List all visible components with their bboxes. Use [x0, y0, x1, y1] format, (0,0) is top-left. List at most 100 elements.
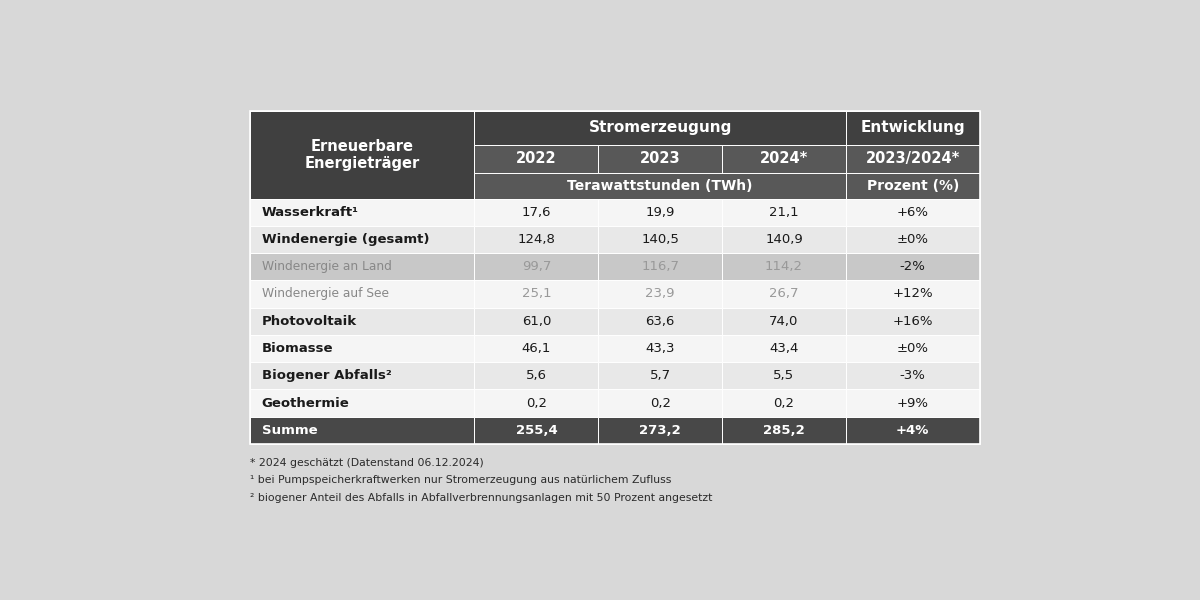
Text: ² biogener Anteil des Abfalls in Abfallverbrennungsanlagen mit 50 Prozent angese: ² biogener Anteil des Abfalls in Abfallv… — [251, 493, 713, 503]
Bar — [599, 199, 722, 226]
Text: Windenergie an Land: Windenergie an Land — [262, 260, 391, 273]
Text: Photovoltaik: Photovoltaik — [262, 315, 356, 328]
Text: Wasserkraft¹: Wasserkraft¹ — [262, 206, 359, 219]
Text: Biomasse: Biomasse — [262, 342, 334, 355]
Text: 63,6: 63,6 — [646, 315, 674, 328]
Text: 0,2: 0,2 — [649, 397, 671, 410]
Bar — [846, 362, 979, 389]
Bar — [722, 145, 846, 173]
Text: 255,4: 255,4 — [516, 424, 557, 437]
Bar — [599, 308, 722, 335]
Text: 114,2: 114,2 — [764, 260, 803, 273]
Text: +4%: +4% — [896, 424, 930, 437]
Text: 2022: 2022 — [516, 151, 557, 166]
Bar — [251, 335, 474, 362]
Text: 46,1: 46,1 — [522, 342, 551, 355]
Text: Biogener Abfalls²: Biogener Abfalls² — [262, 369, 391, 382]
Bar — [251, 280, 474, 308]
Bar — [474, 111, 846, 145]
Text: 140,5: 140,5 — [641, 233, 679, 246]
Bar — [846, 111, 979, 145]
Bar — [251, 111, 474, 199]
Bar — [599, 389, 722, 416]
Bar — [251, 362, 474, 389]
Bar — [599, 226, 722, 253]
Bar — [846, 335, 979, 362]
Text: 43,4: 43,4 — [769, 342, 799, 355]
Text: Summe: Summe — [262, 424, 317, 437]
Bar — [722, 226, 846, 253]
Bar — [722, 199, 846, 226]
Text: 5,5: 5,5 — [774, 369, 794, 382]
Text: ±0%: ±0% — [896, 233, 929, 246]
Bar — [846, 145, 979, 173]
Bar — [474, 389, 599, 416]
Bar — [474, 416, 599, 444]
Bar — [474, 362, 599, 389]
Bar — [474, 308, 599, 335]
Text: 140,9: 140,9 — [766, 233, 803, 246]
Bar — [846, 416, 979, 444]
Text: 124,8: 124,8 — [517, 233, 556, 246]
Text: Entwicklung: Entwicklung — [860, 121, 965, 136]
Bar — [599, 416, 722, 444]
Bar — [846, 389, 979, 416]
Bar — [251, 226, 474, 253]
Text: 17,6: 17,6 — [522, 206, 551, 219]
Text: 5,7: 5,7 — [649, 369, 671, 382]
Text: Terawattstunden (TWh): Terawattstunden (TWh) — [568, 179, 752, 193]
Bar — [251, 416, 474, 444]
Bar — [474, 335, 599, 362]
Bar — [722, 362, 846, 389]
Text: -2%: -2% — [900, 260, 925, 273]
Text: +12%: +12% — [893, 287, 934, 301]
Text: 99,7: 99,7 — [522, 260, 551, 273]
Bar — [846, 253, 979, 280]
Bar — [846, 308, 979, 335]
Bar — [474, 173, 846, 199]
Bar — [474, 280, 599, 308]
Text: 43,3: 43,3 — [646, 342, 674, 355]
Bar — [722, 308, 846, 335]
Bar — [722, 416, 846, 444]
Bar — [251, 308, 474, 335]
Text: -3%: -3% — [900, 369, 925, 382]
Bar — [599, 280, 722, 308]
Text: 21,1: 21,1 — [769, 206, 799, 219]
Text: 25,1: 25,1 — [522, 287, 551, 301]
Text: Windenergie (gesamt): Windenergie (gesamt) — [262, 233, 430, 246]
Text: Erneuerbare
Energieträger: Erneuerbare Energieträger — [305, 139, 420, 171]
Text: 23,9: 23,9 — [646, 287, 674, 301]
Bar — [722, 335, 846, 362]
Text: +6%: +6% — [896, 206, 929, 219]
Bar — [722, 253, 846, 280]
Bar — [846, 173, 979, 199]
Bar — [722, 389, 846, 416]
Bar — [474, 145, 599, 173]
Bar — [599, 253, 722, 280]
Text: +16%: +16% — [893, 315, 932, 328]
Text: 2023/2024*: 2023/2024* — [865, 151, 960, 166]
Text: 116,7: 116,7 — [641, 260, 679, 273]
Text: 74,0: 74,0 — [769, 315, 799, 328]
Bar — [251, 199, 474, 226]
Text: 285,2: 285,2 — [763, 424, 805, 437]
Bar — [846, 226, 979, 253]
Bar — [474, 199, 599, 226]
Bar — [599, 145, 722, 173]
Text: Geothermie: Geothermie — [262, 397, 349, 410]
Bar — [599, 362, 722, 389]
Text: Prozent (%): Prozent (%) — [866, 179, 959, 193]
Text: Stromerzeugung: Stromerzeugung — [588, 121, 732, 136]
Text: 26,7: 26,7 — [769, 287, 799, 301]
Text: +9%: +9% — [896, 397, 929, 410]
Bar — [474, 253, 599, 280]
Text: 61,0: 61,0 — [522, 315, 551, 328]
Text: 19,9: 19,9 — [646, 206, 674, 219]
Text: * 2024 geschätzt (Datenstand 06.12.2024): * 2024 geschätzt (Datenstand 06.12.2024) — [251, 458, 484, 468]
Text: 5,6: 5,6 — [526, 369, 547, 382]
Text: 2024*: 2024* — [760, 151, 808, 166]
Bar — [599, 335, 722, 362]
Text: Windenergie auf See: Windenergie auf See — [262, 287, 389, 301]
Text: 2023: 2023 — [640, 151, 680, 166]
